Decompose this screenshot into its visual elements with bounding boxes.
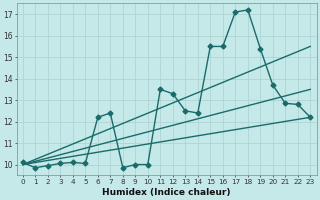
X-axis label: Humidex (Indice chaleur): Humidex (Indice chaleur) <box>102 188 231 197</box>
